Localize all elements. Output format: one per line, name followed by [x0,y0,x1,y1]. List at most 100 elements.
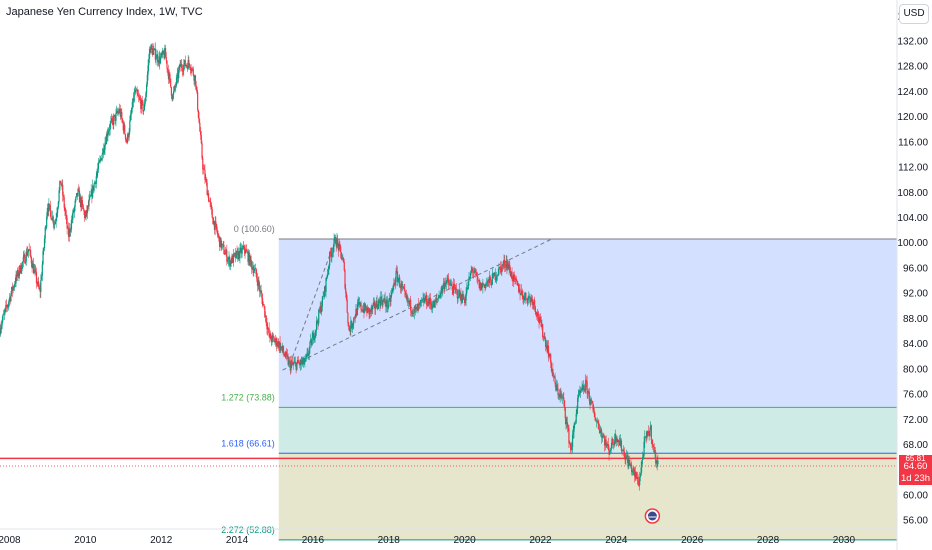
candle-body [159,57,162,64]
candle-body [294,361,297,363]
candle-body [339,243,341,247]
candle-body [405,295,407,299]
candle-body [206,182,208,196]
fibonacci-zones [278,238,897,541]
candle-body [238,251,240,259]
y-tick-label: 92.00 [903,289,928,300]
candle-body [275,338,278,347]
candle-body [57,207,59,214]
candle-body [581,386,583,391]
candle-body [404,291,407,296]
candle-body [434,301,436,308]
candle-body [248,252,251,265]
candle-body [507,263,509,270]
candle-body [551,369,553,372]
candle-body [557,388,559,395]
candle-body [251,261,253,269]
candle-body [517,283,520,292]
candle-body [250,256,252,262]
candle-body [360,302,362,310]
candle-body [50,211,52,220]
candle-body [164,48,167,58]
candle-body [323,295,325,297]
candle-body [269,333,271,337]
candle-body [114,114,116,121]
candle-body [643,441,645,456]
candle-body [476,275,478,277]
candle-body [163,53,165,59]
candle-body [44,227,46,239]
candle-body [212,218,214,225]
candle-body [549,353,551,356]
candle-body [571,447,573,451]
candle-body [58,190,60,202]
candle-body [210,204,213,210]
candle-body [451,285,453,291]
candle-body [535,312,537,315]
candle-body [19,265,21,274]
candle-body [224,253,226,255]
candle-body [267,327,270,329]
candle-body [280,346,283,349]
candle-body [460,293,462,301]
candle-body [202,168,205,170]
candle-body [3,314,5,316]
candle-body [477,276,479,280]
candle-body [330,253,332,257]
candle-body [229,260,232,267]
candle-body [75,196,77,201]
candle-body [585,379,587,391]
candle-body [106,134,108,137]
candle-body [180,63,182,67]
candle-body [40,279,42,292]
candle-body [218,236,221,247]
candle-body [361,309,363,311]
candle-body [423,297,425,303]
candle-body [48,203,51,206]
candle-body [523,299,525,301]
y-tick-label: 108.00 [897,188,928,199]
candle-body [281,345,283,349]
candle-body [260,290,262,294]
candle-body [596,420,598,422]
candle-body [81,200,83,208]
candle-body [340,252,342,260]
candle-body [586,381,588,394]
x-tick-label: 2008 [0,535,21,546]
candle-body [461,293,464,303]
candle-body [215,221,217,225]
candle-body [307,354,310,356]
candle-body [286,352,288,355]
candle-body [136,89,138,94]
candle-body [536,314,538,317]
candle-body [175,77,178,86]
candle-body [383,298,385,301]
candle-body [472,271,474,273]
candle-body [103,149,105,153]
candle-body [288,360,291,362]
candle-body [24,254,26,264]
candle-body [283,353,286,356]
candle-body [508,265,510,270]
candle-body [244,250,246,254]
candle-body [240,247,243,254]
candle-body [395,270,397,283]
candle-body [40,276,43,280]
candle-body [396,271,399,282]
candle-body [167,68,169,71]
candle-body [595,420,597,422]
candle-body [564,407,566,419]
candle-body [593,411,596,417]
candle-body [577,394,580,398]
candle-body [28,249,30,251]
candle-body [117,112,119,114]
candle-body [592,403,594,410]
candle-body [323,286,326,297]
candle-body [298,362,300,364]
candle-body [616,437,618,442]
candle-body [187,60,189,70]
candle-body [447,279,450,284]
candle-body [189,63,191,68]
currency-button[interactable]: USD [899,4,929,24]
